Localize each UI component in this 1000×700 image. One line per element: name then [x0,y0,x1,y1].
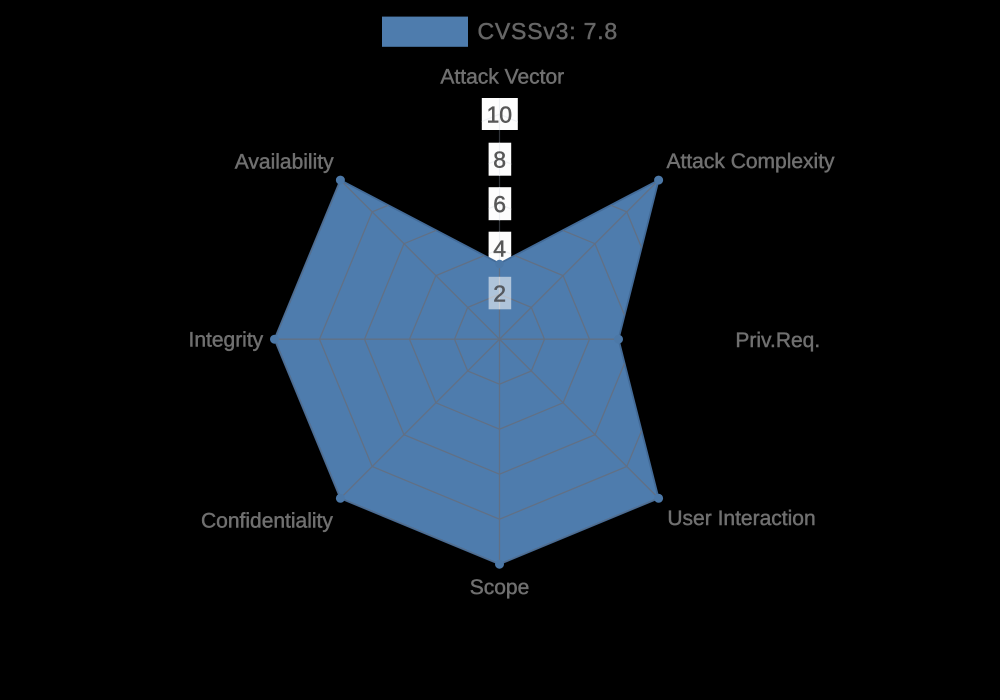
svg-text:Scope: Scope [470,576,530,599]
svg-text:6: 6 [493,191,506,217]
svg-text:Priv.Req.: Priv.Req. [735,329,820,352]
svg-text:Availability: Availability [235,150,334,173]
svg-text:Attack Vector: Attack Vector [440,66,564,89]
svg-text:CVSSv3: 7.8: CVSSv3: 7.8 [478,18,618,44]
svg-text:8: 8 [493,147,506,173]
svg-text:Confidentiality: Confidentiality [201,509,333,532]
svg-text:Attack Complexity: Attack Complexity [667,150,836,173]
svg-text:Integrity: Integrity [188,329,263,352]
svg-text:10: 10 [487,101,513,127]
svg-text:2: 2 [493,280,506,306]
svg-text:User Interaction: User Interaction [667,507,815,530]
svg-text:4: 4 [493,236,506,262]
